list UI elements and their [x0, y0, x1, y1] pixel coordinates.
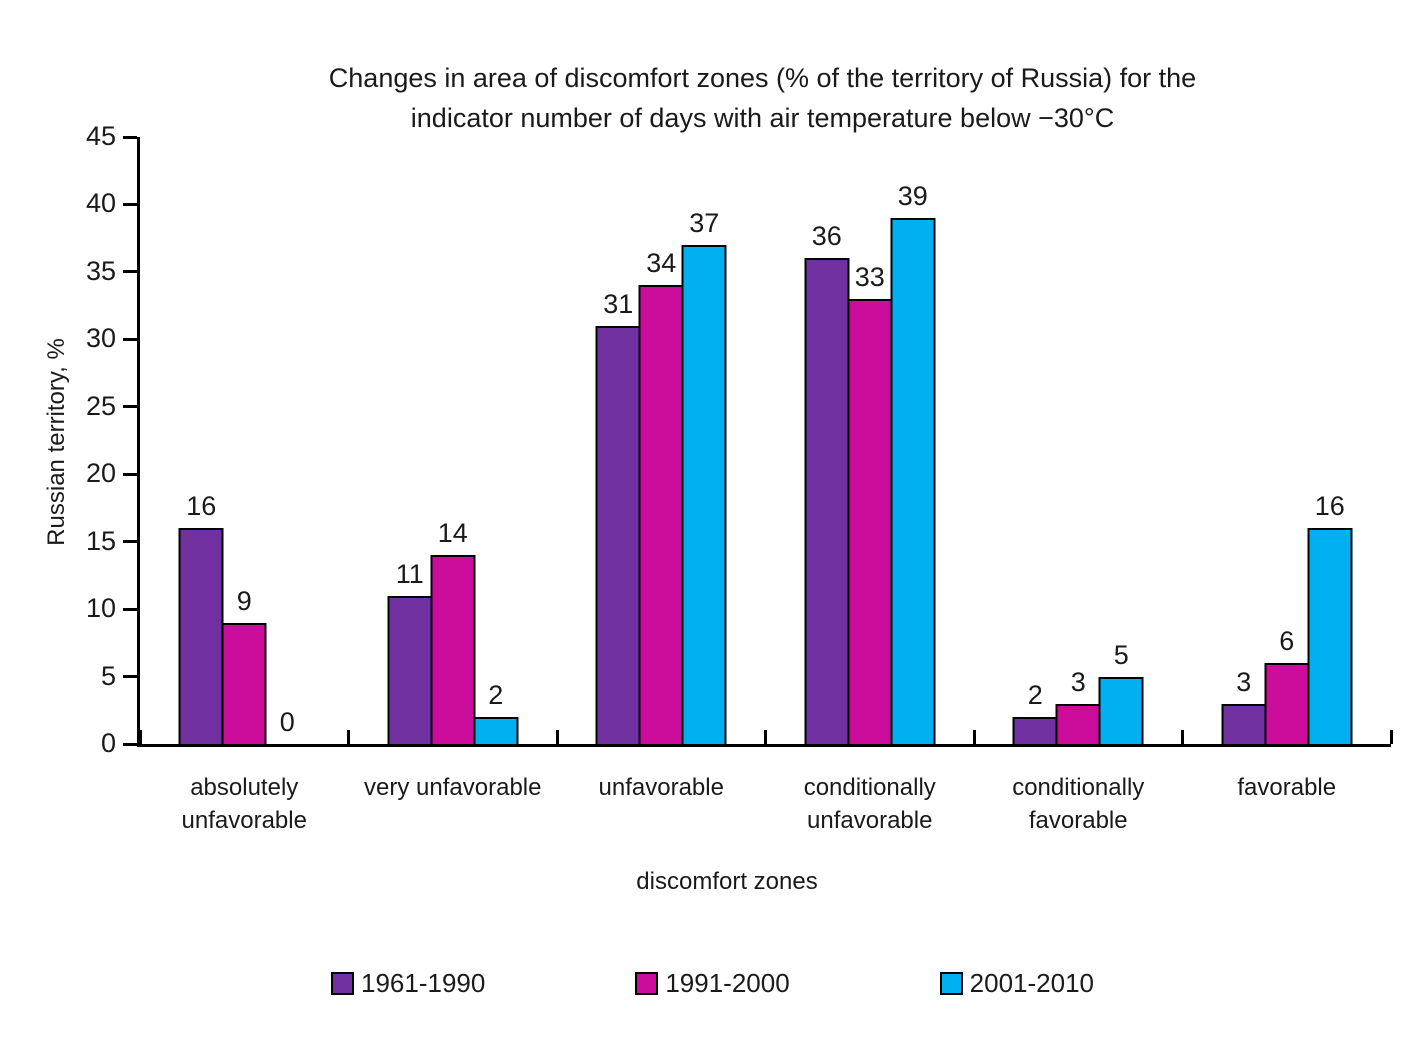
bar-value-label: 37	[689, 208, 720, 238]
bar	[473, 717, 519, 744]
bar	[178, 528, 224, 744]
legend-swatch	[939, 972, 963, 995]
bar-value-label: 5	[1113, 640, 1129, 670]
y-tick-mark	[123, 135, 137, 139]
legend-item: 2001-2010	[939, 968, 1095, 999]
legend-swatch	[330, 972, 354, 995]
chart-title-line2: indicator number of days with air temper…	[410, 103, 1115, 133]
legend-item: 1961-1990	[330, 968, 486, 999]
y-tick-label: 30	[85, 323, 116, 354]
bar-group: 11 14 2 very unfavorable	[349, 137, 558, 802]
y-tick-label: 20	[85, 458, 116, 489]
bar-value-label: 16	[1314, 491, 1345, 521]
y-tick-label: 10	[85, 593, 116, 624]
bar	[1055, 704, 1101, 744]
bar-group: 3 6 16 favorable	[1183, 137, 1392, 801]
category-label: absolutely unfavorable	[181, 774, 307, 834]
category-label: conditionally favorable	[1012, 774, 1145, 834]
y-tick-mark	[123, 202, 137, 206]
bar-value-label: 36	[811, 221, 842, 251]
category-label: very unfavorable	[364, 774, 542, 801]
legend-label: 1991-2000	[665, 968, 790, 998]
bar	[595, 326, 641, 744]
bar-group: 2 3 5 conditionally favorable	[974, 137, 1183, 835]
x-tick-mark	[347, 730, 350, 744]
legend-swatch	[635, 972, 659, 995]
bar	[1307, 528, 1353, 744]
y-tick-label: 25	[85, 390, 116, 421]
y-tick-label: 45	[85, 121, 116, 151]
x-tick-mark	[138, 730, 142, 744]
y-tick-label: 5	[100, 660, 116, 691]
bar-value-label: 3	[1070, 667, 1086, 697]
bar	[638, 285, 684, 744]
bar	[1264, 663, 1310, 744]
y-axis-title: Russian territory, %	[43, 338, 70, 546]
plot-area: 0 5 10 15 20 25 30 35 40 45 16 9 0 absolutely unfavor…	[86, 123, 1393, 835]
y-tick-label: 35	[85, 255, 116, 286]
bar	[221, 623, 267, 744]
x-tick-mark	[972, 730, 976, 744]
y-tick-mark	[123, 337, 137, 341]
y-tick-label: 40	[85, 188, 116, 219]
category-label: conditionally unfavorable	[803, 774, 936, 834]
y-tick-mark	[123, 405, 137, 409]
y-tick-mark	[123, 675, 137, 679]
bar-value-label: 2	[1027, 680, 1043, 710]
legend-label: 2001-2010	[969, 968, 1095, 998]
bar-value-label: 9	[236, 586, 252, 616]
bar	[681, 245, 727, 744]
bar	[430, 555, 476, 744]
category-label: favorable	[1237, 774, 1337, 801]
chart-title: Changes in area of discomfort zones (% o…	[137, 58, 1388, 138]
bar	[847, 299, 893, 744]
bar-group: 31 34 37 unfavorable	[557, 137, 766, 801]
bar-value-label: 2	[488, 680, 504, 710]
bar-value-label: 33	[854, 262, 885, 292]
x-axis-title: discomfort zones	[636, 868, 818, 895]
x-tick-mark	[1389, 730, 1393, 744]
x-tick-mark	[1181, 730, 1184, 744]
bar-group: 36 33 39 conditionally unfavorable	[766, 137, 975, 835]
bar	[1221, 704, 1267, 744]
x-tick-mark	[555, 730, 559, 744]
bar	[804, 258, 850, 744]
legend-item: 1991-2000	[635, 968, 790, 999]
bar-value-label: 34	[646, 248, 677, 278]
chart-title-line1: Changes in area of discomfort zones (% o…	[328, 63, 1197, 93]
bar	[1098, 677, 1144, 744]
bar-value-label: 3	[1236, 667, 1252, 697]
bar-group: 16 9 0 absolutely unfavorable	[140, 137, 349, 834]
bar-value-label: 16	[186, 491, 217, 521]
bar-value-label: 31	[603, 289, 634, 319]
y-tick-mark	[123, 607, 137, 611]
bar-value-label: 6	[1279, 626, 1295, 656]
y-tick-mark	[123, 540, 137, 544]
y-tick-mark	[123, 742, 137, 746]
bar	[890, 218, 936, 744]
bar-value-label: 0	[279, 707, 295, 737]
bar-value-label: 14	[437, 518, 468, 548]
legend: 1961-1990 1991-2000 2001-2010	[0, 968, 1425, 999]
y-tick-mark	[123, 270, 137, 274]
y-tick-label: 0	[100, 728, 116, 758]
y-tick-mark	[123, 472, 137, 476]
bar-value-label: 39	[897, 181, 928, 211]
x-tick-mark	[764, 730, 767, 744]
bar	[387, 596, 433, 744]
bar-value-label: 11	[395, 559, 424, 589]
y-tick-label: 15	[85, 525, 116, 556]
bar	[1012, 717, 1058, 744]
category-label: unfavorable	[598, 774, 724, 801]
legend-label: 1961-1990	[360, 968, 486, 998]
